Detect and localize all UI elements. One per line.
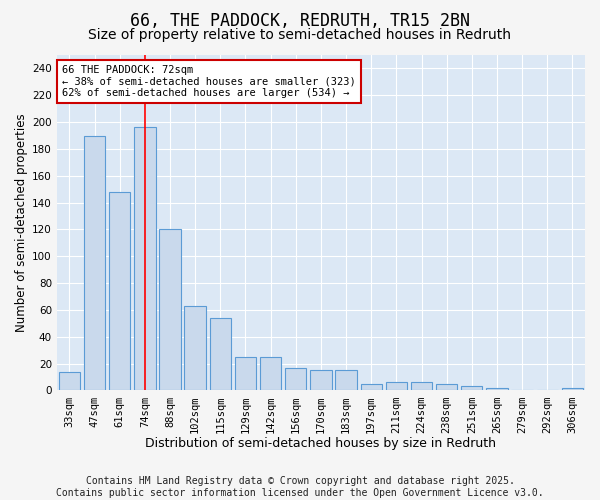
Bar — [361, 384, 382, 390]
Bar — [109, 192, 130, 390]
Bar — [84, 136, 105, 390]
Bar — [260, 357, 281, 390]
Bar — [436, 384, 457, 390]
Bar — [562, 388, 583, 390]
Bar — [461, 386, 482, 390]
Bar — [285, 368, 307, 390]
Bar — [235, 357, 256, 390]
Bar — [134, 128, 155, 390]
Text: 66 THE PADDOCK: 72sqm
← 38% of semi-detached houses are smaller (323)
62% of sem: 66 THE PADDOCK: 72sqm ← 38% of semi-deta… — [62, 65, 356, 98]
Bar — [59, 372, 80, 390]
Bar — [335, 370, 357, 390]
Bar — [184, 306, 206, 390]
Bar — [411, 382, 432, 390]
Text: Size of property relative to semi-detached houses in Redruth: Size of property relative to semi-detach… — [89, 28, 511, 42]
Text: 66, THE PADDOCK, REDRUTH, TR15 2BN: 66, THE PADDOCK, REDRUTH, TR15 2BN — [130, 12, 470, 30]
Bar — [310, 370, 332, 390]
Bar — [386, 382, 407, 390]
Bar — [486, 388, 508, 390]
Text: Contains HM Land Registry data © Crown copyright and database right 2025.
Contai: Contains HM Land Registry data © Crown c… — [56, 476, 544, 498]
Bar — [209, 318, 231, 390]
X-axis label: Distribution of semi-detached houses by size in Redruth: Distribution of semi-detached houses by … — [145, 437, 496, 450]
Y-axis label: Number of semi-detached properties: Number of semi-detached properties — [15, 114, 28, 332]
Bar — [159, 230, 181, 390]
